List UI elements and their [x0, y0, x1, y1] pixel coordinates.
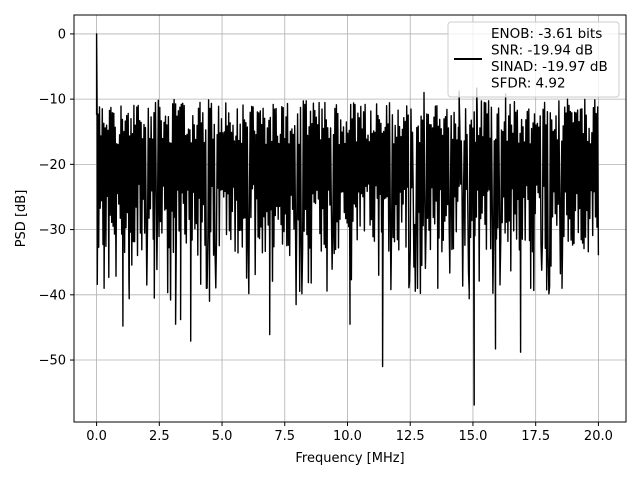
y-axis-label: PSD [dB] — [14, 190, 29, 248]
x-tick-label: 17.5 — [521, 429, 550, 444]
y-tick-label: −30 — [39, 223, 66, 238]
legend-line-sinad: SINAD: -19.97 dB — [491, 59, 608, 75]
x-tick-label: 2.5 — [149, 429, 170, 444]
y-tick-label: −50 — [39, 354, 66, 369]
legend-line-snr: SNR: -19.94 dB — [491, 43, 593, 59]
y-axis: 0 −10 −20 −30 −40 −50 — [39, 27, 74, 369]
legend-line-sfdr: SFDR: 4.92 — [491, 76, 566, 92]
x-axis-label: Frequency [MHz] — [295, 451, 404, 466]
x-tick-label: 10.0 — [333, 429, 362, 444]
x-tick-label: 20.0 — [584, 429, 613, 444]
y-tick-label: −10 — [39, 93, 66, 108]
x-tick-label: 12.5 — [396, 429, 425, 444]
x-tick-label: 5.0 — [212, 429, 233, 444]
series-layer — [95, 33, 600, 406]
legend-line-enob: ENOB: -3.61 bits — [491, 26, 602, 42]
x-tick-label: 0.0 — [86, 429, 107, 444]
x-axis: 0.0 2.5 5.0 7.5 10.0 12.5 15.0 17.5 20.0 — [86, 422, 613, 444]
legend: ENOB: -3.61 bits SNR: -19.94 dB SINAD: -… — [447, 21, 620, 98]
x-tick-label: 15.0 — [458, 429, 487, 444]
legend-box — [447, 21, 620, 98]
x-tick-label: 7.5 — [274, 429, 295, 444]
plot-area-frame — [73, 14, 627, 423]
psd-series-line — [95, 33, 600, 406]
y-tick-label: 0 — [58, 27, 66, 42]
y-tick-label: −40 — [39, 288, 66, 303]
y-tick-label: −20 — [39, 158, 66, 173]
